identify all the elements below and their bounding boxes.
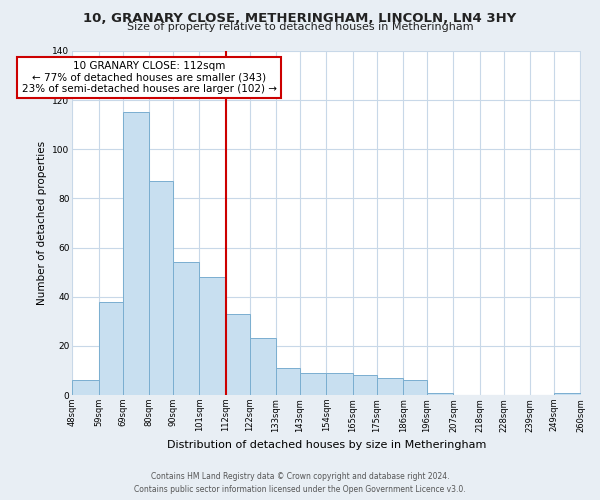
Bar	[353, 376, 377, 395]
Bar	[403, 380, 427, 395]
Bar	[250, 338, 276, 395]
Text: 10 GRANARY CLOSE: 112sqm
← 77% of detached houses are smaller (343)
23% of semi-: 10 GRANARY CLOSE: 112sqm ← 77% of detach…	[22, 61, 277, 94]
Text: Contains HM Land Registry data © Crown copyright and database right 2024.
Contai: Contains HM Land Registry data © Crown c…	[134, 472, 466, 494]
Bar	[226, 314, 250, 395]
Bar	[149, 181, 173, 395]
Bar	[326, 373, 353, 395]
Text: 10, GRANARY CLOSE, METHERINGHAM, LINCOLN, LN4 3HY: 10, GRANARY CLOSE, METHERINGHAM, LINCOLN…	[83, 12, 517, 26]
Bar	[427, 392, 454, 395]
Y-axis label: Number of detached properties: Number of detached properties	[37, 141, 47, 305]
Bar	[122, 112, 149, 395]
Bar	[300, 373, 326, 395]
Bar	[377, 378, 403, 395]
Bar	[199, 277, 226, 395]
Text: Size of property relative to detached houses in Metheringham: Size of property relative to detached ho…	[127, 22, 473, 32]
Bar	[554, 392, 581, 395]
Bar	[73, 380, 98, 395]
Bar	[173, 262, 199, 395]
Bar	[98, 302, 122, 395]
Bar	[276, 368, 300, 395]
X-axis label: Distribution of detached houses by size in Metheringham: Distribution of detached houses by size …	[167, 440, 486, 450]
